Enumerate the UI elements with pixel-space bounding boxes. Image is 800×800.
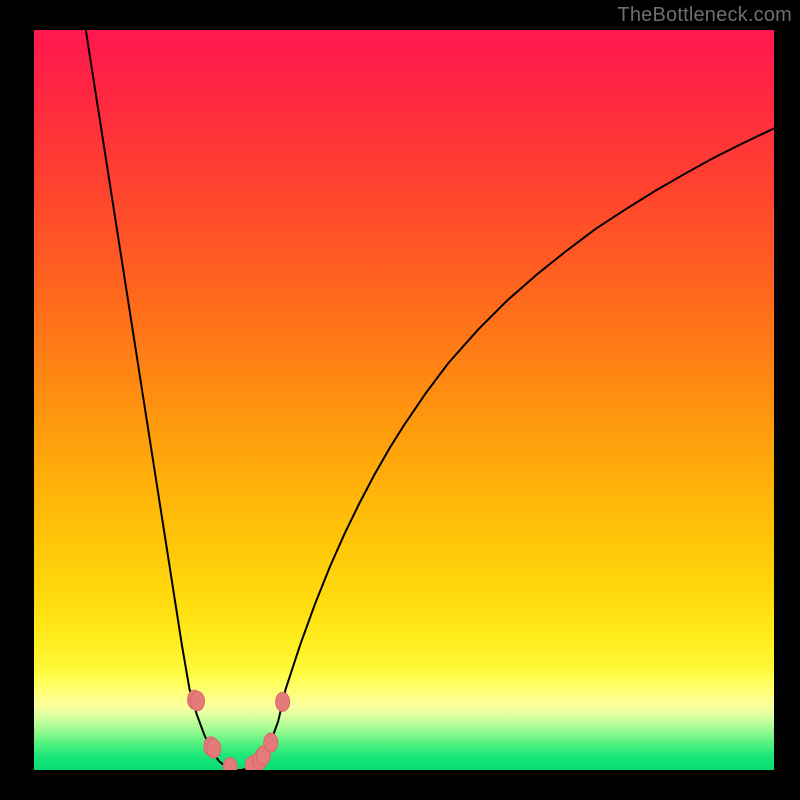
chart-container: TheBottleneck.com (0, 0, 800, 800)
plot-area (34, 30, 774, 770)
watermark-text: TheBottleneck.com (617, 4, 792, 27)
